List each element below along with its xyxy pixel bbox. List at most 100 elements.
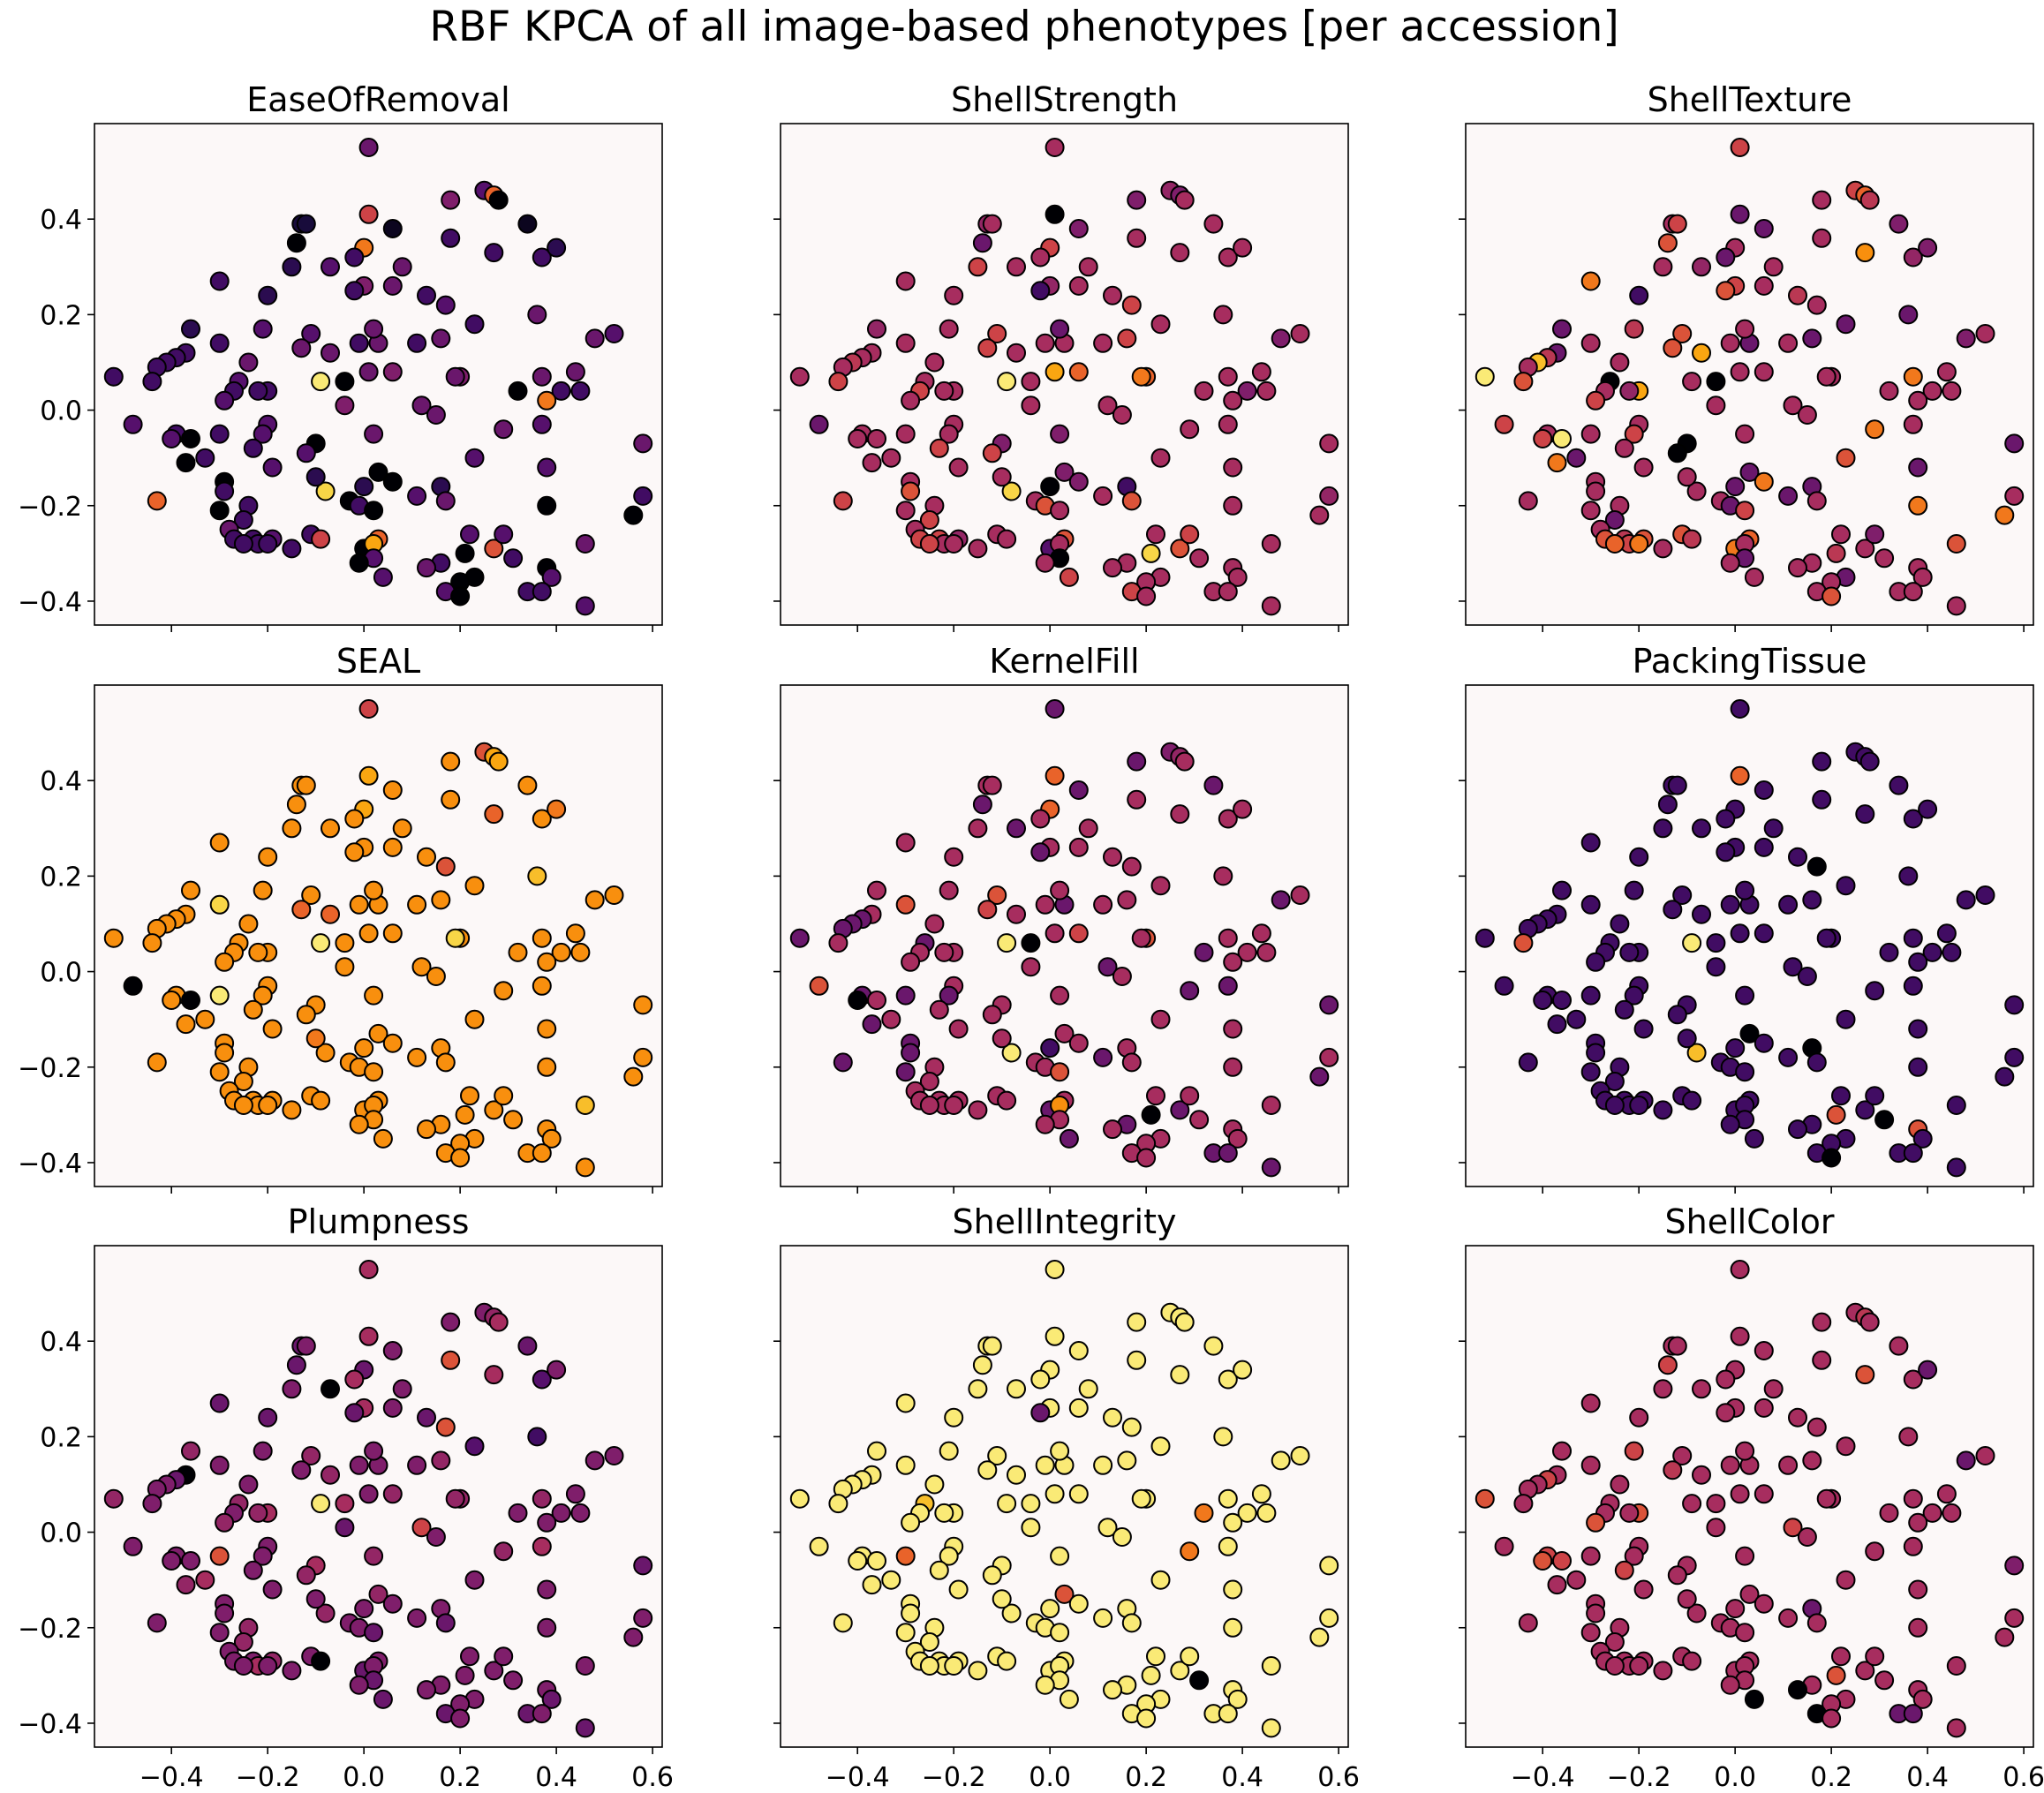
data-point: [305, 467, 326, 487]
data-point: [233, 510, 253, 530]
data-point: [103, 928, 124, 948]
data-point: [828, 933, 849, 953]
data-point: [828, 1494, 849, 1514]
data-point: [1580, 271, 1601, 291]
data-point: [1580, 832, 1601, 853]
data-point: [364, 424, 384, 444]
data-point: [1812, 789, 1832, 810]
data-point: [147, 1052, 167, 1073]
plot-frame: [94, 684, 663, 1187]
data-point: [1754, 471, 1774, 492]
data-point: [1898, 1427, 1919, 1447]
data-point: [939, 985, 959, 1006]
data-point: [575, 1656, 595, 1676]
data-point: [435, 1613, 456, 1633]
data-point: [1922, 942, 1942, 962]
data-point: [209, 1455, 230, 1475]
data-point: [1735, 319, 1755, 339]
panel-shellintegrity: ShellIntegrity −0.4 −0.2 0.0 0.2 0.4 0.6: [773, 1202, 1360, 1793]
data-point: [1942, 380, 1962, 401]
data-point: [1045, 204, 1065, 224]
data-point: [1633, 457, 1654, 478]
data-point: [1624, 880, 1644, 900]
data-point: [1513, 1494, 1534, 1514]
data-point: [1682, 529, 1702, 549]
data-point: [547, 799, 567, 819]
data-point: [315, 481, 336, 501]
x-tick-label: −0.4: [826, 1762, 890, 1793]
data-point: [1068, 471, 1089, 492]
y-tick-label: 0.0: [40, 958, 82, 989]
data-point: [1021, 933, 1041, 953]
data-point: [919, 1072, 939, 1091]
data-point: [344, 247, 365, 267]
data-point: [1150, 1570, 1171, 1590]
data-point: [1716, 842, 1736, 863]
data-point: [1068, 923, 1089, 944]
data-point: [1150, 448, 1171, 468]
data-point: [1261, 534, 1281, 554]
data-point: [282, 257, 302, 277]
data-point: [1170, 1365, 1190, 1385]
data-point: [1918, 799, 1938, 819]
data-point: [209, 1062, 230, 1082]
panel-shelltexture: ShellTexture: [1459, 80, 2034, 632]
data-point: [1068, 275, 1089, 296]
x-tick-label: 0.6: [631, 1762, 674, 1793]
data-point: [1778, 894, 1799, 915]
data-point: [1007, 343, 1026, 363]
data-point: [1566, 448, 1587, 468]
data-point: [1035, 1455, 1055, 1475]
data-point: [1097, 957, 1118, 977]
data-point: [948, 1019, 969, 1039]
data-point: [1103, 847, 1122, 867]
data-point: [1730, 923, 1750, 944]
data-point: [901, 1043, 921, 1063]
data-point: [919, 510, 939, 530]
data-point: [494, 419, 514, 440]
data-point: [1682, 1090, 1702, 1111]
data-point: [604, 1446, 624, 1465]
data-point: [358, 1260, 379, 1279]
data-point: [1290, 885, 1310, 905]
data-point: [633, 1608, 653, 1628]
data-point: [1131, 1488, 1151, 1509]
data-point: [881, 448, 901, 468]
data-point: [1725, 1599, 1746, 1619]
data-point: [209, 1393, 230, 1413]
data-point: [1271, 890, 1291, 910]
data-point: [1754, 780, 1774, 800]
data-point: [1821, 1708, 1842, 1729]
data-point: [939, 424, 959, 444]
data-point: [445, 928, 465, 948]
data-point: [977, 1460, 998, 1480]
data-point: [460, 524, 479, 545]
data-point: [1136, 586, 1157, 606]
data-point: [253, 319, 273, 339]
data-point: [488, 751, 509, 772]
data-point: [368, 1023, 388, 1043]
data-point: [1035, 1114, 1055, 1134]
data-point: [503, 548, 524, 569]
data-point: [1754, 1397, 1774, 1418]
data-point: [1730, 138, 1750, 157]
data-point: [1812, 228, 1832, 248]
data-point: [1836, 876, 1856, 896]
data-point: [1826, 543, 1846, 563]
data-point: [364, 1062, 384, 1082]
data-point: [464, 1570, 485, 1590]
data-point: [1030, 247, 1051, 267]
data-point: [1203, 1336, 1224, 1356]
data-point: [455, 1104, 475, 1125]
data-point: [258, 1656, 278, 1676]
scatter-points: [103, 699, 653, 1178]
data-point: [1261, 1718, 1281, 1738]
data-point: [1237, 942, 1257, 962]
x-tick-label: 0.2: [1810, 1762, 1852, 1793]
data-point: [209, 985, 230, 1006]
data-point: [939, 1441, 959, 1461]
data-point: [1946, 1096, 1966, 1115]
data-point: [929, 1560, 949, 1580]
data-point: [335, 957, 355, 977]
data-point: [532, 1704, 552, 1724]
